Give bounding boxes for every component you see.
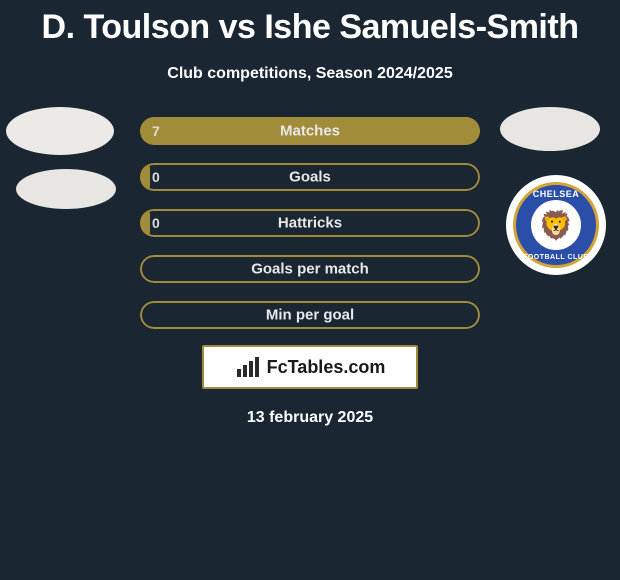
comparison-area: CHELSEA 🦁 FOOTBALL CLUB 7Matches 0Goals 0H… [0,117,620,427]
club-name-bottom: FOOTBALL CLUB [516,254,596,261]
brand-label: FcTables.com [267,357,386,378]
page-title: D. Toulson vs Ishe Samuels-Smith [0,0,620,47]
stat-bar: 7Matches [140,117,480,145]
brand-bars-icon [235,357,261,377]
stat-bar: Goals per match [140,255,480,283]
stat-bar-label: Goals per match [140,261,480,278]
snapshot-date: 13 february 2025 [0,409,620,427]
stat-bar: 0Hattricks [140,209,480,237]
stat-bar: Min per goal [140,301,480,329]
stat-bar: 0Goals [140,163,480,191]
stat-bar-label: Matches [140,123,480,140]
right-player-club-badge: CHELSEA 🦁 FOOTBALL CLUB [506,175,606,275]
left-player-avatar-secondary [16,169,116,209]
stat-bars: 7Matches 0Goals 0Hattricks Goals per match M… [140,117,480,347]
club-name-top: CHELSEA [516,189,596,199]
right-player-avatar [500,107,600,151]
club-badge-inner: CHELSEA 🦁 FOOTBALL CLUB [513,182,599,268]
stat-bar-label: Goals [140,169,480,186]
brand-box: FcTables.com [202,345,418,389]
club-lion-icon: 🦁 [531,200,581,250]
subtitle: Club competitions, Season 2024/2025 [0,65,620,83]
stat-bar-label: Hattricks [140,215,480,232]
stat-bar-label: Min per goal [140,307,480,324]
left-player-avatar [6,107,114,155]
